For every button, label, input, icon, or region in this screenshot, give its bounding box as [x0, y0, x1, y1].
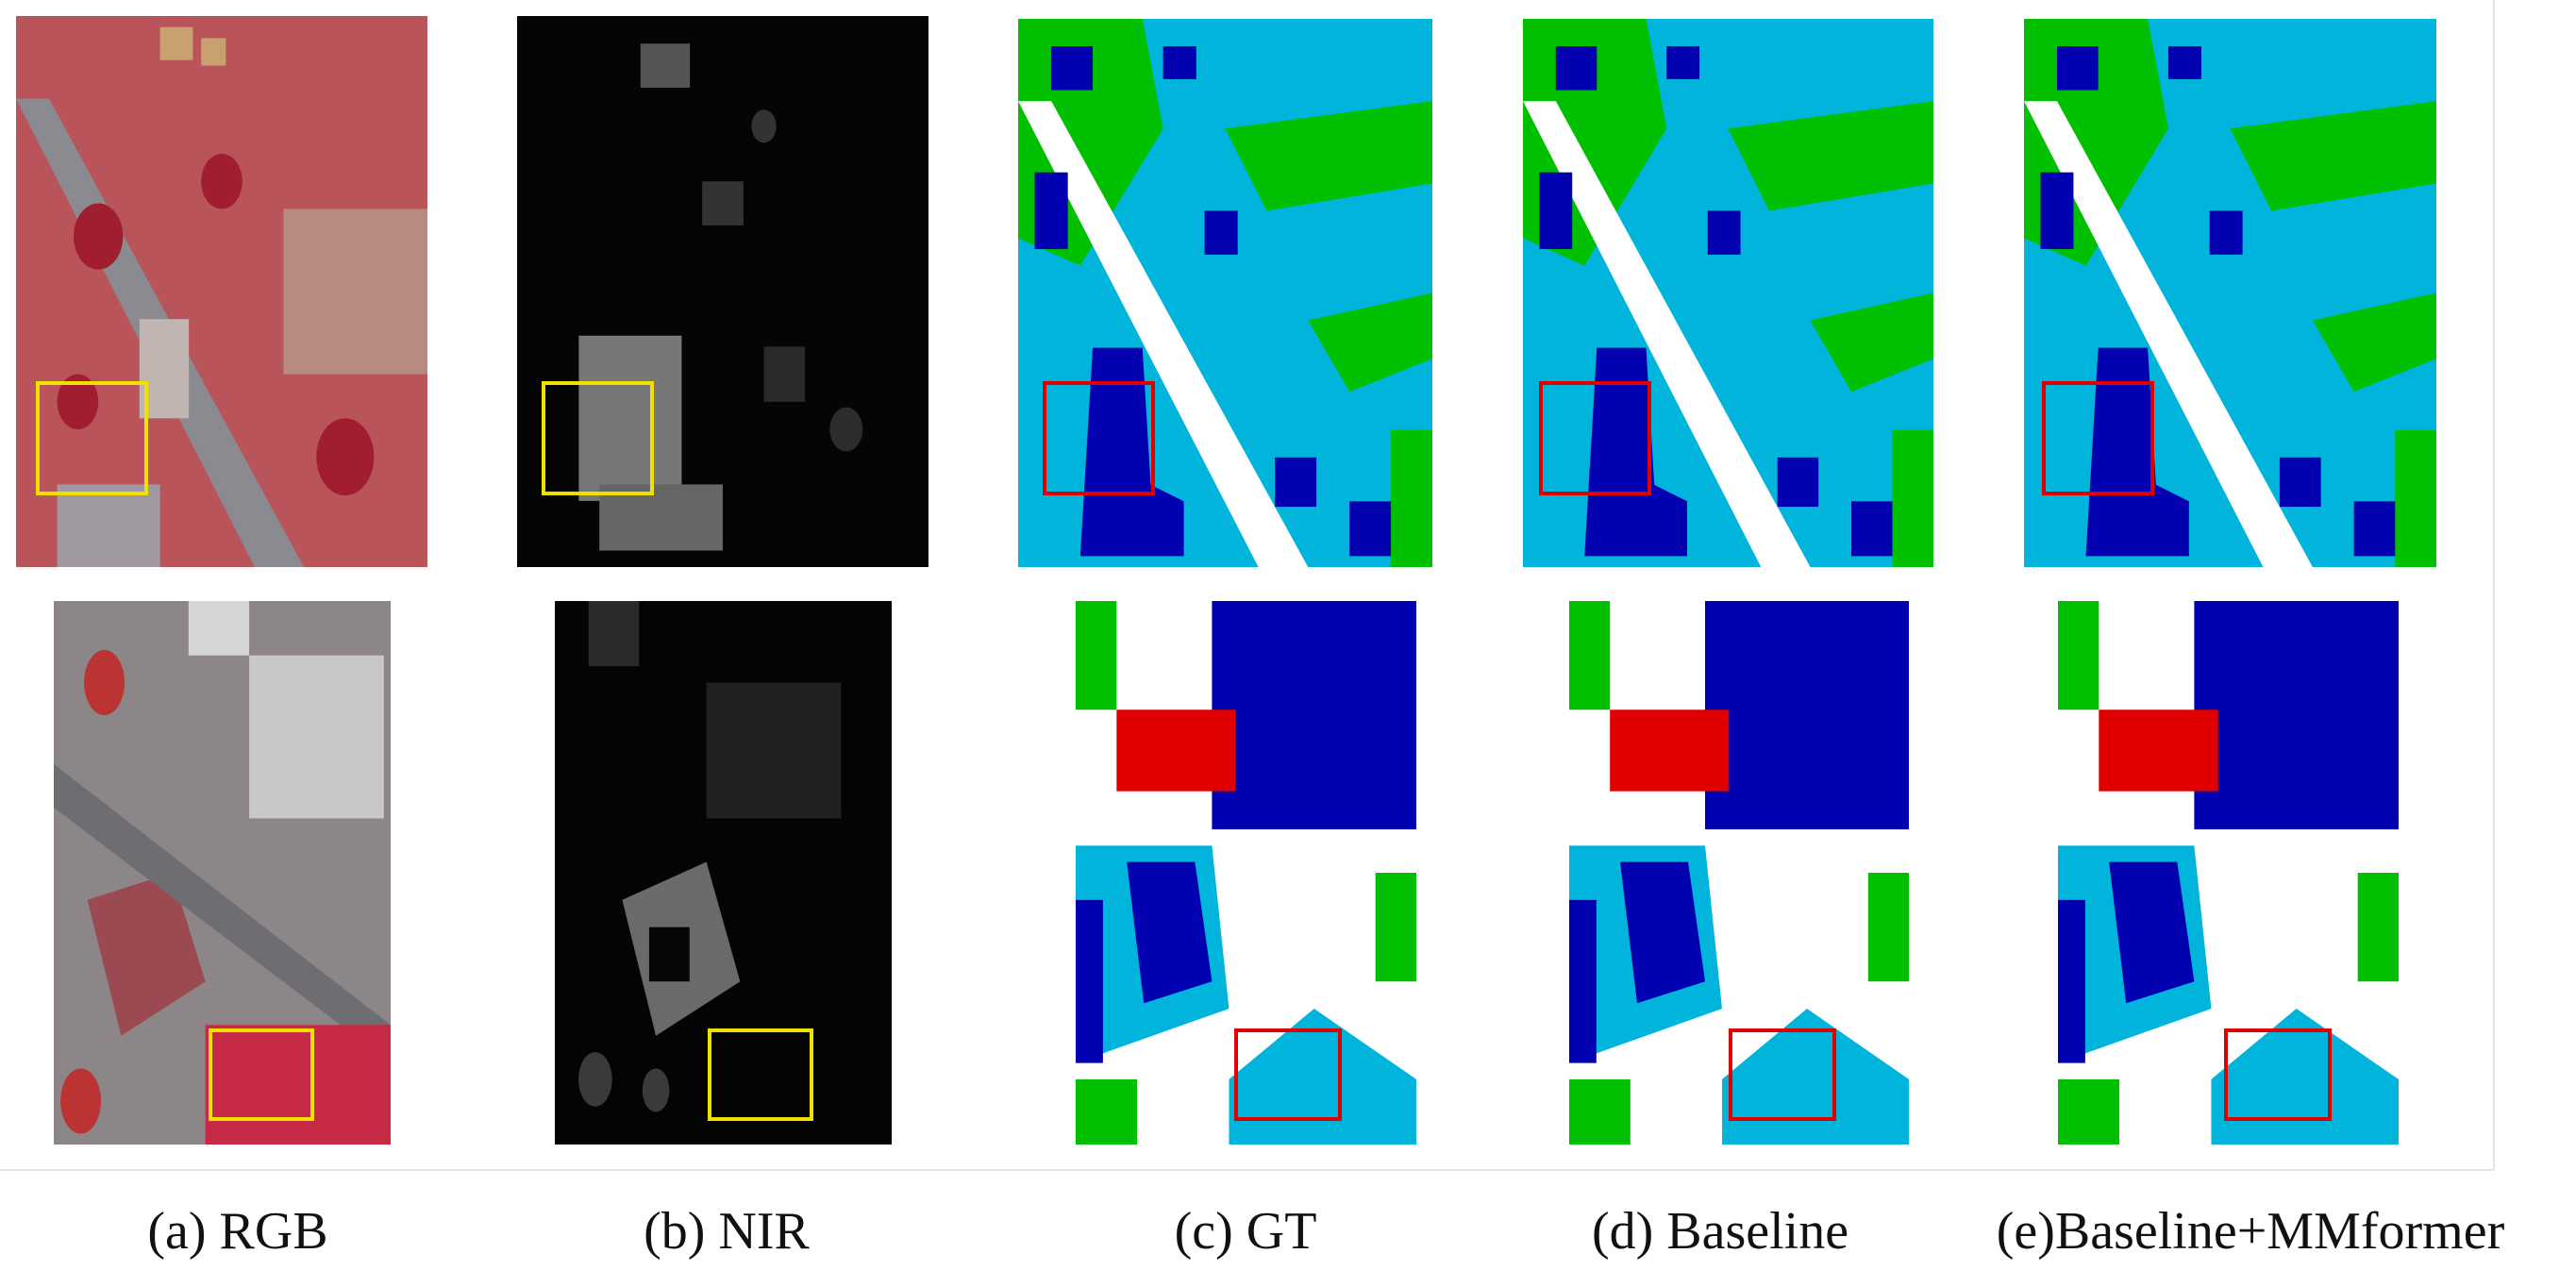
baseline-map	[1569, 601, 1909, 1145]
caption: (e)Baseline+MMformer	[1997, 1202, 2505, 1261]
rgb-image	[16, 16, 427, 567]
baseline-map	[1523, 19, 1933, 567]
gt-map	[1018, 19, 1432, 567]
caption: (a) RGB	[147, 1202, 327, 1261]
caption: (d) Baseline	[1592, 1202, 1848, 1261]
caption: (b) NIR	[644, 1202, 810, 1261]
rgb-image	[54, 601, 391, 1145]
highlight-box	[2224, 1028, 2332, 1121]
highlight-box	[708, 1028, 813, 1121]
highlight-box	[1043, 381, 1155, 495]
gt-map	[1076, 601, 1416, 1145]
nir-image	[555, 601, 892, 1145]
highlight-box	[1234, 1028, 1342, 1121]
highlight-box	[36, 381, 148, 495]
nir-image	[517, 16, 928, 567]
caption: (c) GT	[1175, 1202, 1317, 1261]
highlight-box	[209, 1028, 314, 1121]
highlight-box	[1539, 381, 1651, 495]
highlight-box	[1729, 1028, 1836, 1121]
highlight-box	[542, 381, 654, 495]
highlight-box	[2042, 381, 2154, 495]
mmformer-map	[2024, 19, 2436, 567]
mmformer-map	[2058, 601, 2399, 1145]
